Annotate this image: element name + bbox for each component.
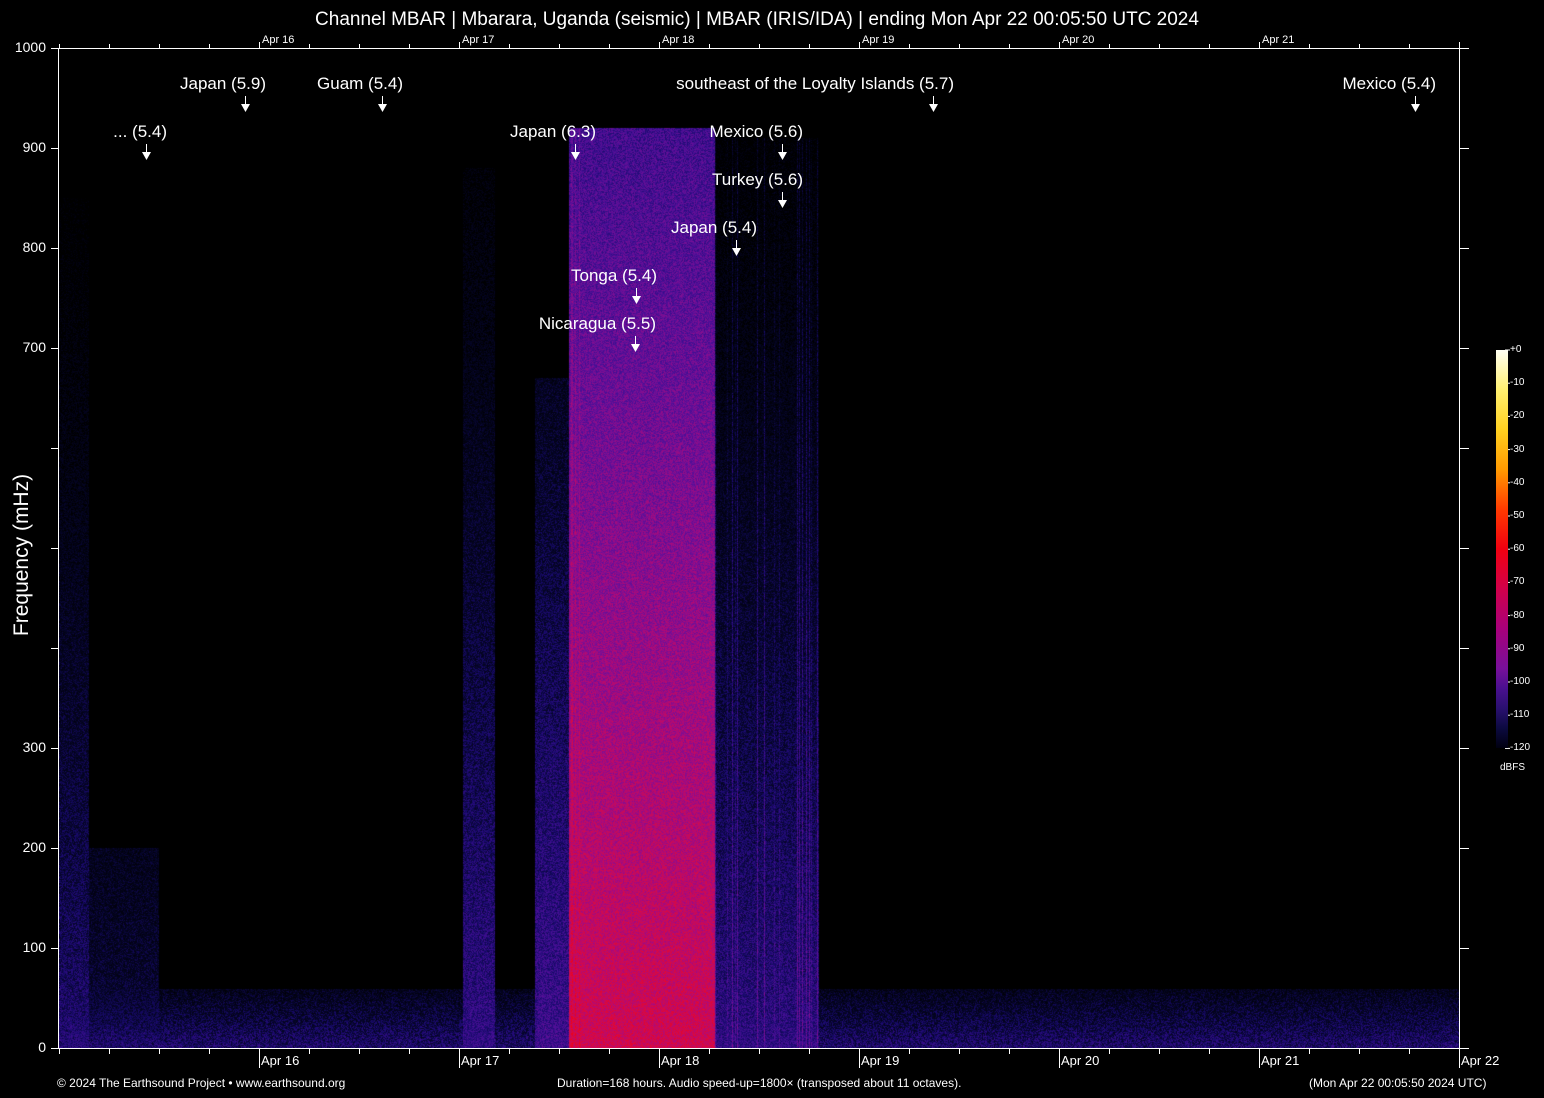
- event-label: Tonga (5.4): [571, 266, 657, 285]
- chart-title: Channel MBAR | Mbarara, Uganda (seismic)…: [315, 9, 1199, 30]
- colorbar-tick-label: -70: [1510, 576, 1525, 588]
- event-arrow-head: [241, 104, 250, 112]
- colorbar: [1496, 350, 1508, 748]
- colorbar-tick-label: -50: [1510, 510, 1525, 521]
- x-tick-label-top: Apr 20: [1062, 34, 1095, 46]
- x-tick-label: Apr 16: [261, 1053, 300, 1068]
- event-label: Nicaragua (5.5): [538, 314, 656, 333]
- x-tick-label-top: Apr 17: [462, 34, 495, 46]
- event-label: Guam (5.4): [317, 74, 403, 93]
- event-arrow-head: [778, 152, 787, 160]
- event-label: Mexico (5.6): [709, 122, 803, 141]
- event-label: Mexico (5.4): [1342, 74, 1436, 93]
- event-label: Turkey (5.6): [711, 170, 803, 189]
- spectrogram-heatmap: [59, 48, 1459, 1048]
- y-tick-label: 300: [22, 738, 46, 755]
- event-label: Japan (5.9): [180, 74, 266, 93]
- event-label: Japan (6.3): [510, 122, 596, 141]
- y-tick-label: 0: [38, 1038, 46, 1055]
- event-arrow-head: [142, 152, 151, 160]
- x-tick-label: Apr 18: [661, 1053, 700, 1068]
- y-tick-label: 1000: [14, 38, 46, 55]
- event-arrow-head: [571, 152, 580, 160]
- event-arrow-head: [1411, 104, 1420, 112]
- colorbar-tick-label: -10: [1510, 377, 1525, 389]
- colorbar-tick-label: +0: [1510, 344, 1522, 355]
- y-tick-label: 200: [22, 838, 46, 855]
- event-arrow-head: [778, 200, 787, 208]
- colorbar-tick-label: -20: [1510, 410, 1525, 422]
- y-tick-label: 700: [22, 338, 46, 355]
- x-tick-label-top: Apr 16: [262, 34, 295, 46]
- event-label: Japan (5.4): [671, 218, 757, 237]
- duration-info: Duration=168 hours. Audio speed-up=1800×…: [557, 1076, 962, 1090]
- y-tick-label: 800: [22, 238, 46, 255]
- colorbar-unit: dBFS: [1500, 762, 1526, 773]
- event-label: southeast of the Loyalty Islands (5.7): [676, 74, 954, 93]
- x-tick-label: Apr 19: [861, 1053, 900, 1068]
- y-tick-label: 100: [22, 938, 46, 955]
- colorbar-tick-label: -100: [1510, 676, 1531, 687]
- end-time: (Mon Apr 22 00:05:50 2024 UTC): [1309, 1076, 1487, 1090]
- x-tick-label-top: Apr 21: [1262, 34, 1295, 46]
- x-tick-label-top: Apr 19: [862, 34, 895, 46]
- colorbar-tick-label: -120: [1510, 742, 1531, 754]
- colorbar-tick-label: -40: [1510, 476, 1525, 488]
- colorbar-tick-label: -110: [1510, 709, 1530, 721]
- event-arrow-head: [378, 104, 387, 112]
- x-tick-label-top: Apr 18: [662, 34, 695, 46]
- y-tick-label: 900: [22, 138, 46, 155]
- event-arrow-head: [631, 344, 640, 352]
- event-arrow-head: [732, 248, 741, 256]
- x-tick-label: Apr 20: [1061, 1053, 1100, 1068]
- y-axis-label: Frequency (mHz): [10, 473, 33, 637]
- copyright-text: © 2024 The Earthsound Project • www.eart…: [57, 1076, 346, 1090]
- x-tick-label: Apr 22: [1461, 1053, 1500, 1068]
- event-arrow-head: [632, 296, 641, 304]
- x-tick-label: Apr 21: [1261, 1053, 1300, 1068]
- x-tick-label: Apr 17: [461, 1053, 500, 1068]
- colorbar-tick-label: -60: [1510, 543, 1525, 555]
- event-arrow-head: [929, 104, 938, 112]
- colorbar-tick-label: -30: [1510, 443, 1525, 455]
- colorbar-tick-label: -90: [1510, 642, 1525, 654]
- event-label: ... (5.4): [113, 122, 167, 141]
- colorbar-tick-label: -80: [1510, 609, 1525, 621]
